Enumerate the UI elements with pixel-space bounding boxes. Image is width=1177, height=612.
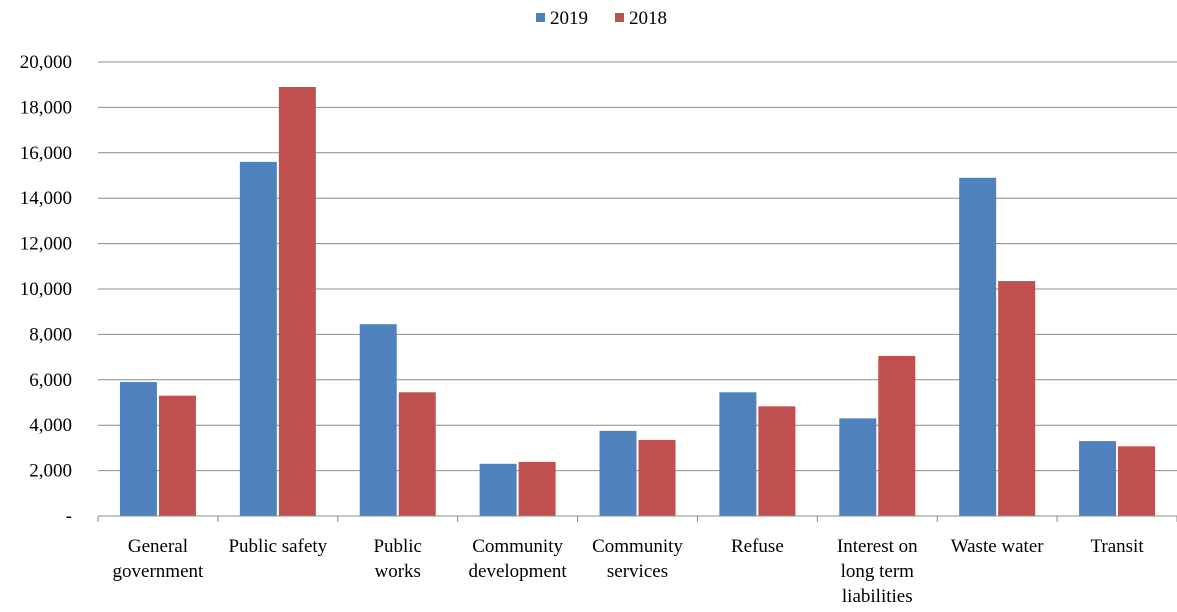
- gridlines: [98, 61, 1177, 472]
- bar-2018: [758, 406, 796, 516]
- bar-2019: [119, 382, 157, 516]
- y-tick-label: 20,000: [20, 52, 72, 73]
- bar-2019: [959, 177, 997, 516]
- y-tick-label: -: [66, 506, 72, 527]
- y-tick-label: 14,000: [20, 188, 72, 209]
- bar-2018: [638, 439, 676, 516]
- x-category-label: Public safety: [228, 536, 327, 557]
- bar-2019: [599, 430, 637, 516]
- x-category-label: services: [607, 561, 668, 582]
- bar-2019: [239, 161, 277, 516]
- x-category-label: Public: [373, 536, 422, 557]
- y-tick-label: 12,000: [20, 234, 72, 255]
- bar-2019: [839, 418, 877, 516]
- bar-2018: [998, 281, 1036, 516]
- x-category-label: Waste water: [951, 536, 1045, 557]
- y-tick-label: 2,000: [29, 461, 72, 482]
- x-category-label: government: [113, 561, 204, 582]
- y-tick-label: 8,000: [29, 324, 72, 345]
- x-axis-category-labels: General government Public safety Public work…: [113, 536, 1145, 607]
- bar-2019: [719, 392, 757, 516]
- bars: [119, 86, 1156, 516]
- x-category-label: Community: [592, 536, 683, 557]
- y-tick-label: 6,000: [29, 370, 72, 391]
- bar-2019: [1079, 441, 1117, 516]
- y-tick-label: 4,000: [29, 415, 72, 436]
- bar-2019: [479, 463, 517, 516]
- bar-2018: [518, 461, 556, 516]
- x-category-label: long term: [841, 561, 915, 582]
- y-tick-label: 10,000: [20, 279, 72, 300]
- x-category-label: liabilities: [842, 586, 913, 607]
- bar-2018: [398, 392, 436, 516]
- legend: 2019 2018: [536, 8, 667, 29]
- y-axis-tick-labels: - 2,000 4,000 6,000 8,000 10,000 12,000 14,000 1…: [20, 52, 72, 527]
- bar-2018: [158, 395, 196, 516]
- x-axis: [97, 515, 1177, 522]
- bar-2018: [878, 355, 916, 516]
- legend-label: 2019: [550, 8, 588, 29]
- legend-swatch-2019: [536, 13, 545, 22]
- x-category-label: General: [128, 536, 188, 557]
- x-category-label: works: [374, 561, 420, 582]
- legend-label: 2018: [629, 8, 667, 29]
- x-category-label: Interest on: [837, 536, 918, 557]
- x-category-label: Transit: [1090, 536, 1144, 557]
- x-category-label: Refuse: [731, 536, 784, 557]
- x-category-label: development: [469, 561, 568, 582]
- y-tick-label: 16,000: [20, 143, 72, 164]
- x-category-label: Community: [472, 536, 563, 557]
- bar-2018: [278, 86, 316, 516]
- legend-swatch-2018: [615, 13, 624, 22]
- bar-2019: [359, 324, 397, 516]
- y-tick-label: 18,000: [20, 97, 72, 118]
- bar-2018: [1118, 446, 1156, 516]
